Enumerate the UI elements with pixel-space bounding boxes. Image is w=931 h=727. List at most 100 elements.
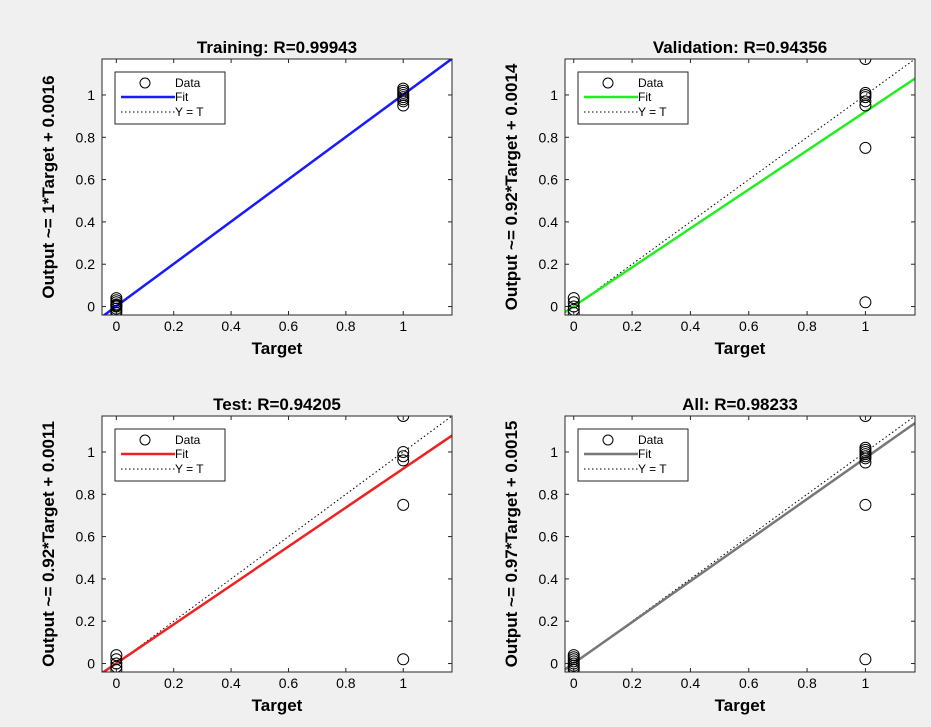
plot-title: All: R=0.98233	[682, 395, 798, 414]
y-axis-label: Output ~= 0.97*Target + 0.0015	[502, 421, 521, 668]
data-point	[567, 303, 580, 315]
y-tick-label: 0.6	[539, 529, 559, 545]
x-tick-label: 0.6	[739, 318, 759, 334]
x-tick-label: 0.8	[797, 675, 817, 691]
y-axis-label: Output ~= 1*Target + 0.0016	[39, 75, 58, 298]
x-tick-label: 0	[112, 318, 120, 334]
axes-box	[101, 58, 453, 316]
plot-title: Test: R=0.94205	[213, 395, 341, 414]
x-tick-label: 0.4	[221, 318, 241, 334]
fit-line	[565, 422, 915, 671]
y-tick-label: 0.4	[76, 571, 96, 587]
legend-label: Data	[175, 433, 201, 447]
data-point	[859, 141, 872, 154]
fit-line	[565, 77, 915, 314]
y-tick-label: 0	[87, 656, 95, 672]
x-tick-label: 0.8	[797, 318, 817, 334]
legend-data-marker	[139, 434, 151, 446]
x-tick-label: 1	[862, 318, 870, 334]
legend-label: Fit	[638, 447, 652, 461]
legend-label: Data	[175, 76, 201, 90]
data-point	[567, 300, 580, 313]
plot-content	[102, 416, 452, 672]
data-point	[110, 649, 123, 662]
data-point	[859, 95, 872, 108]
legend-data-marker	[139, 77, 151, 89]
axes-box	[564, 58, 916, 316]
y-tick-label: 0.4	[539, 571, 559, 587]
x-tick-label: 0.4	[681, 318, 701, 334]
y-tick-label: 0.2	[539, 256, 559, 272]
y-tick-label: 1	[87, 444, 95, 460]
legend-label: Fit	[638, 90, 652, 104]
legend-label: Data	[638, 433, 664, 447]
y-tick-label: 0.2	[539, 613, 559, 629]
legend-label: Data	[638, 76, 664, 90]
y-axis-label: Output ~= 0.92*Target + 0.0014	[502, 63, 521, 310]
legend-label: Y = T	[175, 462, 204, 476]
data-point	[397, 454, 410, 467]
x-tick-label: 0.8	[336, 675, 356, 691]
x-tick-label: 0	[570, 318, 578, 334]
identity-line	[104, 416, 452, 672]
y-tick-label: 0.6	[539, 172, 559, 188]
y-tick-label: 0.8	[76, 129, 96, 145]
y-tick-label: 0.4	[539, 214, 559, 230]
y-tick-label: 1	[87, 87, 95, 103]
y-tick-label: 0.2	[76, 256, 96, 272]
data-point	[859, 498, 872, 511]
data-point	[110, 653, 123, 666]
plot-title: Training: R=0.99943	[197, 38, 357, 57]
legend-label: Fit	[175, 90, 189, 104]
x-axis-label: Target	[252, 696, 303, 715]
x-tick-label: 0.2	[622, 318, 642, 334]
y-tick-label: 0.6	[76, 172, 96, 188]
y-tick-label: 0	[550, 299, 558, 315]
data-point	[567, 649, 580, 662]
data-point	[859, 416, 872, 422]
data-point	[110, 657, 123, 670]
x-tick-label: 0.6	[279, 675, 299, 691]
data-point	[859, 59, 872, 65]
x-tick-label: 0.6	[279, 318, 299, 334]
data-point	[859, 441, 872, 454]
legend-label: Y = T	[638, 105, 667, 119]
data-point	[859, 653, 872, 666]
data-point	[110, 660, 123, 672]
y-tick-label: 0.8	[539, 129, 559, 145]
legend-label: Fit	[175, 447, 189, 461]
data-point	[397, 416, 410, 422]
data-point	[859, 86, 872, 99]
y-tick-label: 0	[87, 299, 95, 315]
x-tick-label: 0.2	[164, 675, 184, 691]
data-point	[567, 296, 580, 309]
axes-box	[101, 415, 453, 673]
x-tick-label: 0.4	[221, 675, 241, 691]
plot-content	[102, 59, 452, 315]
plot-title: Validation: R=0.94356	[653, 38, 827, 57]
plot-content	[565, 416, 915, 672]
y-tick-label: 0.8	[76, 486, 96, 502]
y-tick-label: 0.2	[76, 613, 96, 629]
y-tick-label: 0.6	[76, 529, 96, 545]
x-tick-label: 0	[570, 675, 578, 691]
x-tick-label: 0.6	[739, 675, 759, 691]
y-tick-label: 1	[550, 87, 558, 103]
plot-content	[565, 59, 915, 315]
legend-label: Y = T	[638, 462, 667, 476]
axes-box	[564, 415, 916, 673]
data-point	[397, 498, 410, 511]
data-point	[397, 82, 410, 95]
x-tick-label: 0	[112, 675, 120, 691]
x-tick-label: 1	[399, 318, 407, 334]
x-axis-label: Target	[715, 339, 766, 358]
x-tick-label: 0.8	[336, 318, 356, 334]
y-tick-label: 0.4	[76, 214, 96, 230]
fit-line	[102, 59, 452, 315]
